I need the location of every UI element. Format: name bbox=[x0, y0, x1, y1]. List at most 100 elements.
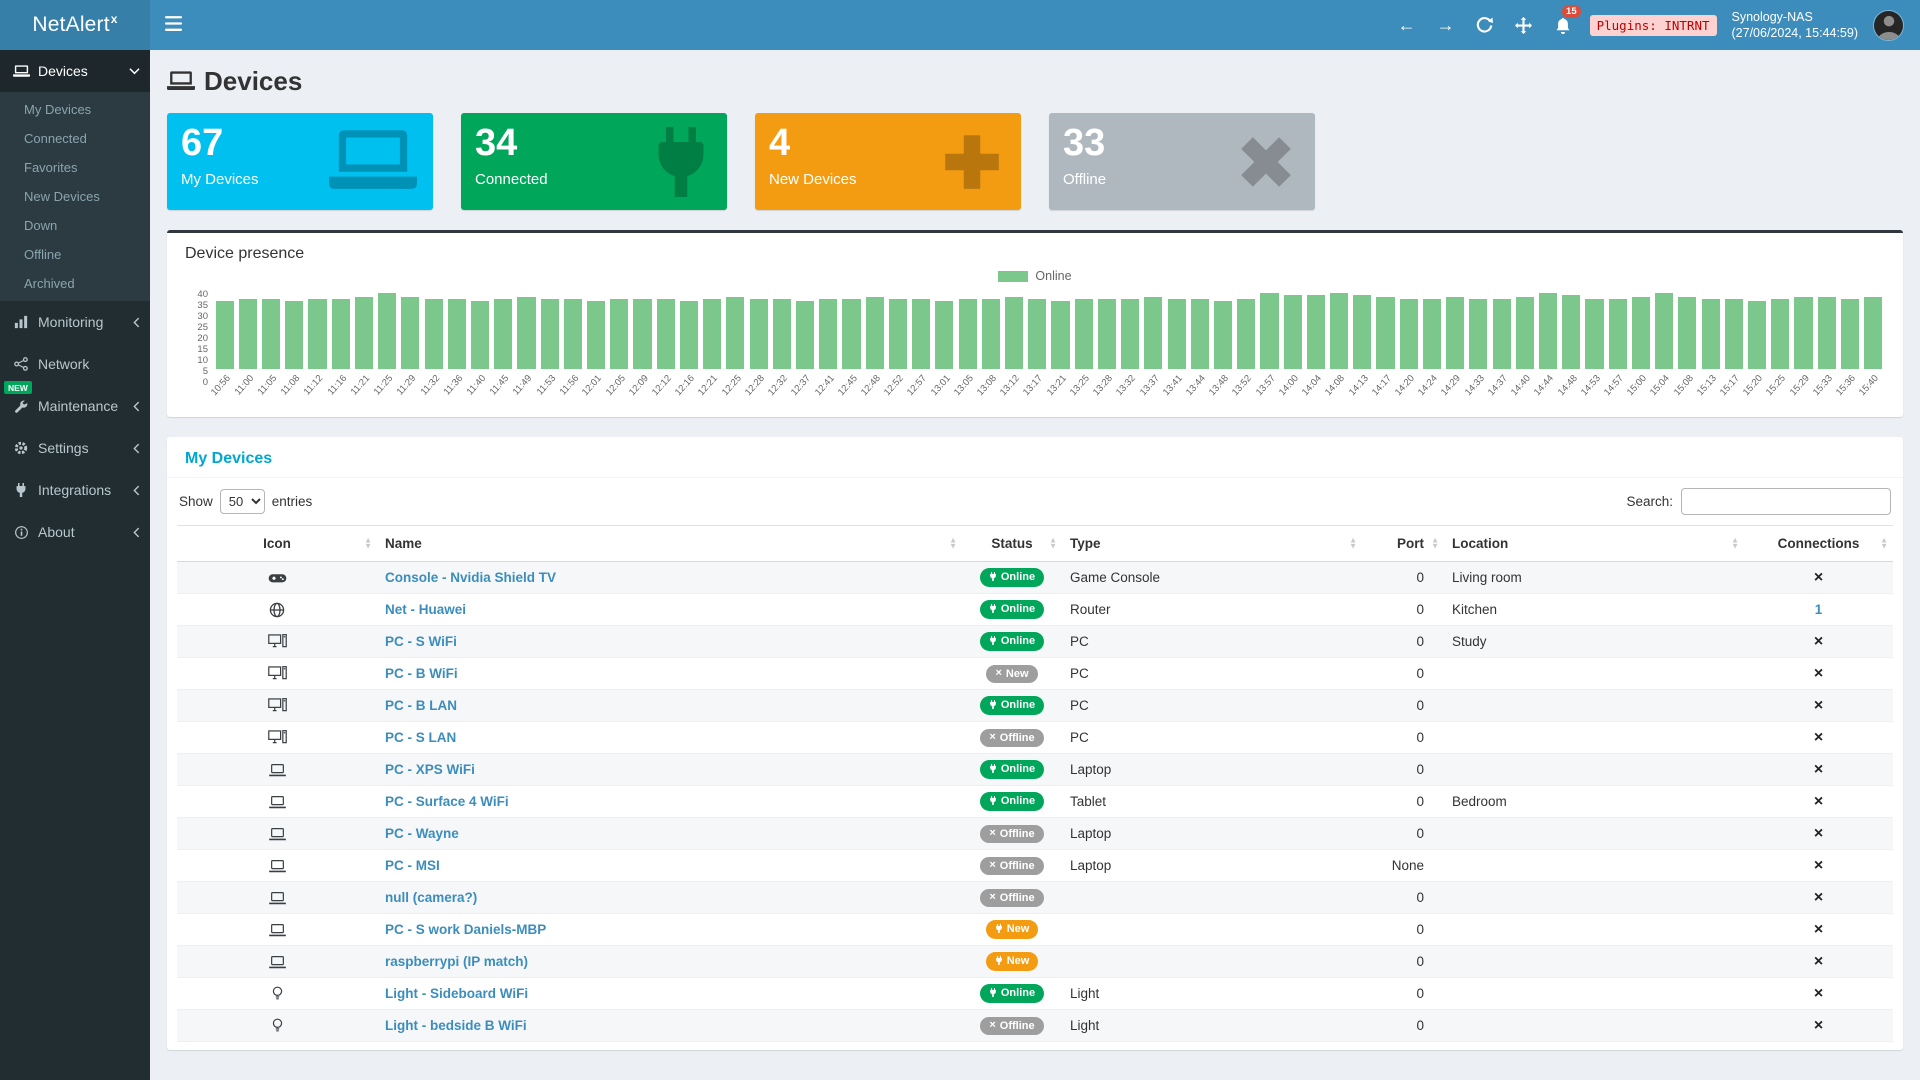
sidebar-subitem-down[interactable]: Down bbox=[24, 218, 58, 233]
device-name-link[interactable]: PC - XPS WiFi bbox=[385, 762, 475, 777]
column-header-port[interactable]: Port bbox=[1362, 525, 1444, 562]
search-input[interactable] bbox=[1681, 488, 1891, 515]
summary-card[interactable]: 34 Connected bbox=[461, 113, 727, 210]
summary-card[interactable]: 33 Offline bbox=[1049, 113, 1315, 210]
status-badge: Online bbox=[979, 984, 1045, 1003]
presence-bar bbox=[679, 301, 699, 369]
sidebar-item-integrations[interactable]: Integrations bbox=[0, 469, 150, 511]
bar-slot: 14:37 bbox=[1486, 289, 1513, 398]
presence-bar bbox=[470, 301, 490, 369]
bar-slot: 10:56 bbox=[209, 289, 236, 398]
hamburger-icon bbox=[164, 16, 182, 34]
status-badge: × Offline bbox=[980, 1016, 1044, 1035]
presence-bar bbox=[610, 299, 629, 369]
forward-icon[interactable] bbox=[1434, 0, 1458, 50]
device-connections-cell: × bbox=[1744, 946, 1893, 978]
bar-slot: 15:13 bbox=[1695, 289, 1722, 398]
no-connections-icon: × bbox=[1813, 632, 1824, 650]
connections-count-link[interactable]: 1 bbox=[1814, 602, 1823, 617]
summary-card[interactable]: 67 My Devices bbox=[167, 113, 433, 210]
page-length-select[interactable]: 50 bbox=[219, 489, 265, 514]
device-name-link[interactable]: PC - S WiFi bbox=[385, 634, 457, 649]
device-name-link[interactable]: PC - B WiFi bbox=[385, 666, 458, 681]
y-axis-label: 40 bbox=[197, 289, 208, 300]
laptop-icon bbox=[167, 71, 195, 92]
table-row: PC - MSI × Offline Laptop None × bbox=[177, 850, 1893, 882]
sidebar-item-network[interactable]: Network bbox=[0, 343, 150, 385]
device-port-cell: 0 bbox=[1416, 730, 1424, 745]
device-name-link[interactable]: PC - S LAN bbox=[385, 730, 457, 745]
device-name-link[interactable]: Net - Huawei bbox=[385, 602, 467, 617]
presence-bar bbox=[285, 301, 304, 369]
column-header-icon[interactable]: Icon bbox=[177, 525, 377, 562]
tab-my-devices[interactable]: My Devices bbox=[185, 450, 273, 467]
column-header-name[interactable]: Name bbox=[377, 525, 962, 562]
presence-bar bbox=[726, 297, 745, 369]
bar-slot: 11:36 bbox=[441, 289, 468, 398]
chart-legend[interactable]: Online bbox=[185, 269, 1885, 283]
presence-bar bbox=[1747, 301, 1767, 369]
x-axis-label: 13:17 bbox=[1021, 373, 1046, 399]
device-name-link[interactable]: PC - Surface 4 WiFi bbox=[385, 794, 509, 809]
sidebar-subitem-new-devices[interactable]: New Devices bbox=[24, 189, 100, 204]
column-header-type[interactable]: Type bbox=[1062, 525, 1362, 562]
sidebar-subitem-favorites[interactable]: Favorites bbox=[24, 160, 78, 175]
device-name-link[interactable]: PC - MSI bbox=[385, 858, 440, 873]
presence-bar bbox=[1097, 299, 1116, 369]
column-header-location[interactable]: Location bbox=[1444, 525, 1744, 562]
refresh-icon[interactable] bbox=[1473, 0, 1497, 50]
sidebar-subitem-archived[interactable]: Archived bbox=[24, 276, 75, 291]
user-avatar[interactable] bbox=[1873, 9, 1904, 41]
device-connections-cell: × bbox=[1744, 626, 1893, 658]
device-name-link[interactable]: PC - S work Daniels-MBP bbox=[385, 922, 547, 937]
plug-icon bbox=[995, 955, 1003, 968]
x-axis-label: 13:41 bbox=[1160, 373, 1185, 399]
bar-slot: 13:37 bbox=[1137, 289, 1165, 398]
sidebar-item-maintenance[interactable]: NEW Maintenance bbox=[0, 381, 150, 427]
x-axis-label: 12:37 bbox=[789, 373, 814, 399]
presence-bar bbox=[749, 299, 768, 369]
device-name-cell: raspberrypi (IP match) bbox=[377, 946, 962, 978]
y-axis-label: 20 bbox=[197, 333, 208, 344]
plug-icon bbox=[989, 763, 997, 776]
device-name-link[interactable]: PC - Wayne bbox=[385, 826, 459, 841]
presence-bar bbox=[354, 297, 373, 369]
column-header-status[interactable]: Status bbox=[962, 525, 1062, 562]
back-icon[interactable] bbox=[1395, 0, 1419, 50]
device-name-link[interactable]: PC - B LAN bbox=[385, 698, 457, 713]
bar-slot: 11:56 bbox=[557, 289, 584, 398]
column-header-connections[interactable]: Connections bbox=[1744, 525, 1893, 562]
x-axis-label: 11:08 bbox=[278, 373, 303, 398]
sidebar-toggle-button[interactable] bbox=[150, 0, 196, 50]
device-name-link[interactable]: raspberrypi (IP match) bbox=[385, 954, 529, 969]
device-name-link[interactable]: Light - Sideboard WiFi bbox=[385, 986, 529, 1001]
sidebar-item-about[interactable]: About bbox=[0, 511, 150, 553]
device-name-link[interactable]: null (camera?) bbox=[385, 890, 478, 905]
sidebar-subitem-connected[interactable]: Connected bbox=[24, 131, 87, 146]
y-axis-label: 25 bbox=[197, 322, 208, 333]
plug-icon bbox=[995, 923, 1003, 936]
sidebar-item-devices[interactable]: Devices bbox=[0, 50, 150, 92]
x-axis-label: 14:57 bbox=[1601, 373, 1626, 399]
device-location-cell bbox=[1444, 818, 1744, 850]
sidebar-item-settings[interactable]: Settings bbox=[0, 427, 150, 469]
move-icon[interactable] bbox=[1512, 0, 1536, 50]
plugins-status-chip[interactable]: Plugins: INTRNT bbox=[1589, 14, 1717, 36]
bar-slot: 13:32 bbox=[1114, 289, 1142, 398]
device-name-link[interactable]: Console - Nvidia Shield TV bbox=[385, 570, 557, 585]
presence-bar bbox=[888, 299, 907, 369]
notifications-bell-icon[interactable]: 15 bbox=[1551, 0, 1581, 50]
sidebar-subitem-offline[interactable]: Offline bbox=[24, 247, 62, 262]
app-logo[interactable]: NetAlert x bbox=[0, 0, 150, 50]
sidebar-subitem-my-devices[interactable]: My Devices bbox=[24, 102, 92, 117]
bar-slot: 12:32 bbox=[766, 289, 793, 398]
sort-icon bbox=[364, 537, 372, 550]
x-axis-label: 11:25 bbox=[371, 373, 396, 398]
summary-card[interactable]: 4 New Devices bbox=[755, 113, 1021, 210]
table-row: PC - B LAN Online PC 0 × bbox=[177, 689, 1893, 722]
device-connections-cell: × bbox=[1744, 658, 1893, 690]
sidebar-item-monitoring[interactable]: Monitoring bbox=[0, 301, 150, 343]
device-name-link[interactable]: Light - bedside B WiFi bbox=[385, 1018, 527, 1033]
device-port-cell: 0 bbox=[1416, 698, 1424, 713]
bar-slot: 15:04 bbox=[1648, 289, 1676, 398]
